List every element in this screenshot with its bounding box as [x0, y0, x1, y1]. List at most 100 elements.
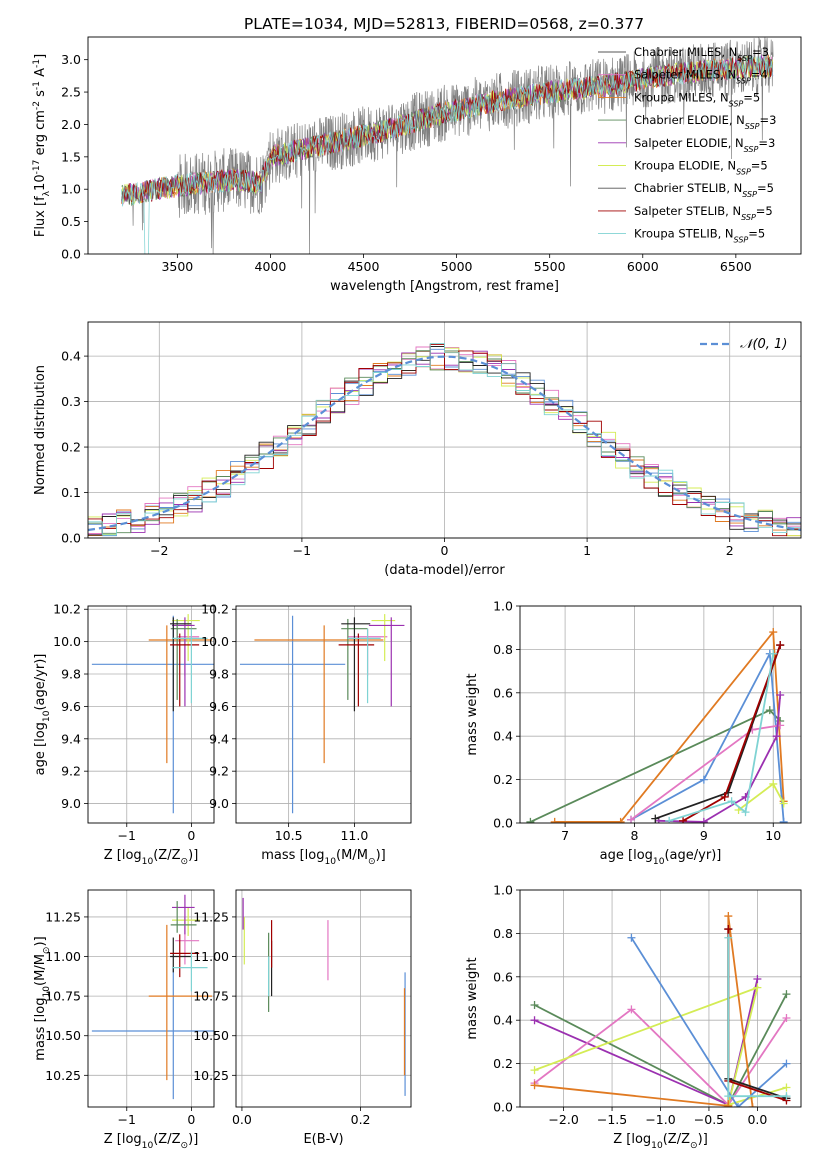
y-tick-label: 10.75: [193, 989, 229, 1004]
y-tick-label: 10.2: [201, 602, 229, 617]
plot-area: [239, 614, 405, 814]
error-bar-point: [170, 618, 197, 700]
y-tick-label: 0.6: [493, 685, 513, 700]
y-tick-label: 1.0: [61, 182, 81, 197]
panel-spectrum: 3500 4000 4500 5000 5500 6000 6500 0.0 0.5 1.0 1.5…: [32, 36, 802, 294]
weight-series: [627, 933, 791, 1107]
y-tick-label: 0.0: [493, 1100, 513, 1115]
y-tick-label: 11.25: [45, 909, 81, 924]
legend-label: Salpeter ELODIE, NSSP=3: [634, 136, 775, 154]
x-tick-label: 10.5: [275, 828, 303, 843]
weight-marker: [727, 797, 736, 806]
x-tick-label: 4500: [348, 259, 380, 274]
plot-area: [530, 912, 791, 1107]
weight-marker: [699, 817, 708, 823]
y-tick-label: 9.6: [61, 699, 81, 714]
y-tick-label: 9.0: [209, 796, 229, 811]
legend-label: Salpeter MILES, NSSP=4: [634, 68, 768, 86]
weight-marker: [724, 933, 733, 942]
plots: 3500 4000 4500 5000 5500 6000 6500 0.0 0.5 1.0 1.5…: [32, 36, 802, 1151]
weight-line: [530, 709, 781, 823]
y-tick-label: 0.2: [61, 440, 81, 455]
plot-area: [121, 37, 774, 254]
y-tick-label: 0.0: [61, 247, 81, 262]
y-tick-label: 0.0: [493, 816, 513, 831]
weight-marker: [748, 1103, 757, 1107]
weight-marker: [651, 814, 660, 823]
x-axis-label: Z [log10(Z/Z⊙)]: [104, 848, 199, 867]
y-tick-label: 11.25: [193, 909, 229, 924]
axes-frame: [87, 36, 802, 255]
x-tick-label: 4000: [255, 259, 287, 274]
weight-marker: [679, 816, 688, 823]
y-tick-label: 9.2: [61, 764, 81, 779]
y-tick-label: 0.5: [61, 214, 81, 229]
figure-title: PLATE=1034, MJD=52813, FIBERID=0568, z=0…: [244, 15, 644, 33]
weight-marker: [769, 649, 778, 658]
panel-mass-weight-vs-Z: −2.0 −1.5 −1.0 −0.5 0.0 0.0 0.2 0.4 0.6 0.8 1.0 Z […: [465, 883, 802, 1151]
weight-marker: [734, 1103, 743, 1107]
y-tick-label: 9.6: [209, 699, 229, 714]
panel-age-vs-mass: 10.5 11.0 9.0 9.2 9.4 9.6 9.8 10.0 10.2 mass [log…: [201, 602, 412, 867]
legend-label: Salpeter STELIB, NSSP=5: [634, 204, 773, 222]
y-tick-label: 10.0: [201, 634, 229, 649]
y-tick-label: 0.4: [61, 349, 81, 364]
x-tick-label: 8: [631, 828, 639, 843]
panel-mass-weight-vs-age: 7 8 9 10 0.0 0.2 0.4 0.6 0.8 1.0 age [log10(age/yr…: [465, 599, 802, 867]
y-tick-label: 9.4: [61, 731, 81, 746]
x-tick-label: 0.0: [232, 1112, 252, 1127]
weight-marker: [769, 628, 778, 637]
x-tick-label: −1: [118, 1112, 136, 1127]
weight-marker: [776, 641, 785, 650]
error-bar-point: [148, 625, 213, 764]
weight-series: [679, 641, 785, 823]
panel-mass-vs-ebv: 0.0 0.2 10.25 10.50 10.75 11.00 11.25 E(B-V): [193, 889, 412, 1147]
weight-marker: [550, 817, 559, 823]
weight-marker: [772, 732, 781, 741]
y-axis-label: mass [log10(M/M⊙)]: [33, 936, 52, 1060]
x-axis-label: Z [log10(Z/Z⊙)]: [613, 1132, 708, 1151]
error-bar-point: [341, 617, 371, 712]
error-bar-point: [172, 951, 208, 992]
error-bar-point: [239, 615, 346, 814]
y-tick-label: 10.50: [193, 1028, 229, 1043]
y-tick-label: 1.5: [61, 149, 81, 164]
histogram-step: [88, 343, 801, 536]
weight-marker: [724, 1092, 733, 1101]
x-tick-label: 1: [583, 543, 591, 558]
error-bar-point: [172, 614, 200, 662]
weight-marker: [769, 779, 778, 788]
y-tick-label: 0.4: [493, 1013, 513, 1028]
y-tick-label: 10.0: [53, 634, 81, 649]
x-tick-label: 0.2: [351, 1112, 371, 1127]
legend-label: Kroupa STELIB, NSSP=5: [634, 227, 765, 245]
error-bar-point: [170, 934, 200, 978]
plot-area: [242, 897, 406, 1096]
weight-marker: [753, 974, 762, 983]
y-tick-label: 10.25: [193, 1068, 229, 1083]
weight-line: [682, 644, 782, 822]
weight-marker: [779, 799, 788, 808]
weight-marker: [782, 1083, 791, 1092]
x-tick-label: 0: [187, 1112, 195, 1127]
y-tick-label: 1.0: [493, 883, 513, 898]
y-axis-label: mass weight: [465, 673, 480, 755]
weight-series: [651, 641, 785, 823]
y-tick-label: 10.25: [45, 1068, 81, 1083]
error-bar-point: [170, 633, 200, 707]
weight-line: [630, 937, 788, 1107]
x-tick-label: 6500: [720, 259, 752, 274]
x-tick-label: 9: [700, 828, 708, 843]
weight-marker: [627, 1005, 636, 1014]
y-tick-label: 0.2: [493, 772, 513, 787]
weight-marker: [627, 933, 636, 942]
error-bar-point: [172, 628, 208, 704]
x-tick-label: 5500: [534, 259, 566, 274]
plot-area: [526, 628, 788, 823]
y-tick-label: 10.75: [45, 989, 81, 1004]
error-bar-point: [170, 617, 192, 712]
y-tick-label: 0.3: [61, 394, 81, 409]
weight-marker: [724, 912, 733, 921]
weight-marker: [782, 1059, 791, 1068]
